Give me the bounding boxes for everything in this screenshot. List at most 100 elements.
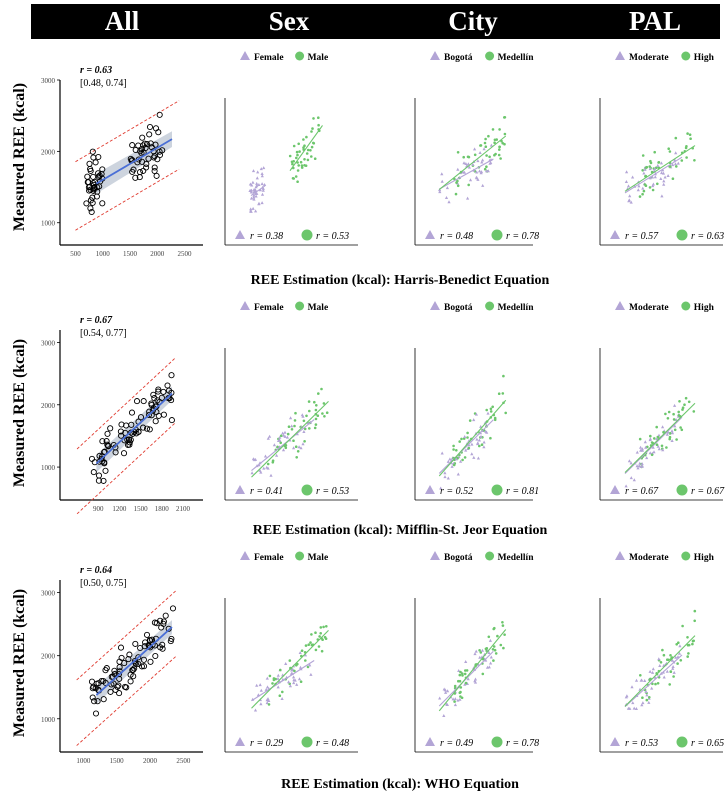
data-point-group1 xyxy=(489,161,493,164)
data-point-group2 xyxy=(487,635,491,639)
data-point-group2 xyxy=(272,678,276,682)
data-point-group2 xyxy=(291,177,295,180)
data-point-group2 xyxy=(310,155,313,158)
data-point-group1 xyxy=(625,694,629,698)
data-point-group1 xyxy=(451,697,455,701)
r-value-group2: r = 0.63 xyxy=(691,231,724,242)
data-point-group1 xyxy=(671,666,675,670)
data-point-group2 xyxy=(489,436,492,440)
data-point-group2 xyxy=(686,132,689,135)
data-point xyxy=(132,146,139,154)
header-city: City xyxy=(448,6,498,36)
data-point xyxy=(145,155,152,162)
data-point-group1 xyxy=(657,447,661,451)
data-point xyxy=(152,418,159,425)
r-value-group2: r = 0.53 xyxy=(316,231,349,242)
regression-line-group1 xyxy=(250,185,266,197)
data-point-group1 xyxy=(443,471,447,475)
data-point-group2 xyxy=(657,161,660,164)
x-tick-label: 1500 xyxy=(123,250,138,258)
data-point-group2 xyxy=(656,435,660,439)
data-point-group2 xyxy=(455,449,458,452)
data-point-group1 xyxy=(276,673,280,677)
data-point xyxy=(112,686,119,693)
data-point-group2 xyxy=(497,392,501,396)
data-point-group2 xyxy=(459,690,462,694)
data-point-group1 xyxy=(659,177,663,180)
data-point-group1 xyxy=(303,653,308,657)
data-point-group1 xyxy=(627,199,631,203)
data-point-group1 xyxy=(259,470,263,474)
data-point xyxy=(141,643,148,650)
data-point-group2 xyxy=(675,643,678,646)
legend-label-1: Moderate xyxy=(629,53,669,63)
regression-line-group1 xyxy=(624,156,683,194)
data-point-group2 xyxy=(325,411,329,415)
data-point-group2 xyxy=(461,458,464,462)
data-point-group2 xyxy=(452,448,455,451)
data-point-group1 xyxy=(443,475,447,479)
data-point xyxy=(123,684,130,691)
data-point-group2 xyxy=(310,145,314,149)
data-point-group2 xyxy=(271,682,274,685)
data-point-group1 xyxy=(640,464,645,468)
data-point-group1 xyxy=(292,675,296,679)
regression-line-group2 xyxy=(624,402,696,473)
data-point-group1 xyxy=(253,708,258,712)
data-point-group1 xyxy=(262,466,266,470)
data-point-group2 xyxy=(481,672,485,676)
data-point-group1 xyxy=(624,180,628,183)
data-point xyxy=(104,441,111,448)
data-point xyxy=(150,391,157,398)
data-point-group1 xyxy=(288,684,292,688)
legend-label-1: Bogotá xyxy=(444,303,473,313)
data-point-group1 xyxy=(647,700,651,704)
data-point xyxy=(86,183,93,190)
data-point xyxy=(168,635,175,642)
data-point-group2 xyxy=(456,151,460,154)
data-point xyxy=(135,654,142,661)
data-point-group1 xyxy=(464,448,468,452)
data-point-group2 xyxy=(321,412,324,415)
data-point-group2 xyxy=(325,625,328,628)
data-point xyxy=(140,398,147,405)
data-point-group1 xyxy=(484,169,489,173)
data-point-group2 xyxy=(641,154,645,157)
data-point-group2 xyxy=(312,117,315,120)
r-value-group1: r = 0.67 xyxy=(625,486,659,497)
data-point-group2 xyxy=(453,700,456,703)
data-point-group2 xyxy=(305,135,308,139)
data-point-group1 xyxy=(657,657,661,661)
data-point-group1 xyxy=(632,478,636,482)
regression-line-group2 xyxy=(438,629,507,712)
data-point-group2 xyxy=(638,437,642,441)
x-tick-label: 1500 xyxy=(134,505,149,513)
legend-label-2: Medellín xyxy=(498,53,535,63)
data-point-group2 xyxy=(305,414,308,418)
legend-triangle-icon xyxy=(430,301,440,310)
data-point xyxy=(92,710,100,717)
data-point-group2 xyxy=(318,635,321,638)
regression-line xyxy=(95,626,173,696)
data-point-group2 xyxy=(464,681,468,685)
data-point-group2 xyxy=(492,659,495,662)
panel-all-row1: 1000 2000 3000 500 1000 1500 2000 2500 r = 0.63 [… xyxy=(41,65,203,258)
data-point-group1 xyxy=(673,424,677,428)
r-value-group1: r = 0.41 xyxy=(250,486,283,497)
data-point-group1 xyxy=(651,182,655,186)
data-point-group1 xyxy=(640,462,644,466)
regression-line-group2 xyxy=(438,399,507,477)
data-point-group1 xyxy=(482,445,486,449)
data-point-group1 xyxy=(439,486,443,490)
data-point-group1 xyxy=(252,458,256,462)
r-value-group1: r = 0.53 xyxy=(625,738,658,749)
data-point-group1 xyxy=(453,697,457,701)
data-point xyxy=(129,667,136,674)
data-point-group2 xyxy=(310,643,314,647)
data-point-group2 xyxy=(458,679,462,683)
data-point-group2 xyxy=(687,400,691,404)
legend-circle-icon xyxy=(295,51,305,61)
data-point-group2 xyxy=(503,633,506,636)
data-point-group2 xyxy=(297,164,301,167)
data-point-group1 xyxy=(640,703,644,707)
